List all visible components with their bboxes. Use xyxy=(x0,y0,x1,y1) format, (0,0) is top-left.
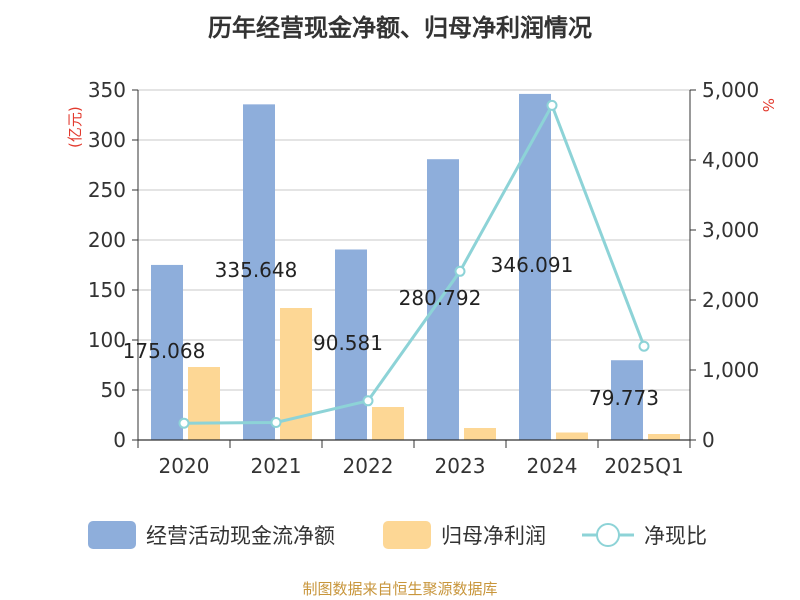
right-tick-label: 1,000 xyxy=(702,358,759,382)
left-axis-unit: (亿元) xyxy=(66,106,84,148)
data-labels: 175.068 335.648 90.581 280.792 346.091 79.773 xyxy=(123,253,659,410)
data-source-note: 制图数据来自恒生聚源数据库 xyxy=(302,580,498,598)
x-tick-label: 2020 xyxy=(159,454,210,478)
data-label: 79.773 xyxy=(589,386,659,410)
bar-operating-cashflow xyxy=(151,264,183,440)
data-label: 280.792 xyxy=(399,286,482,310)
x-tick-label: 2022 xyxy=(343,454,394,478)
legend-label: 归母净利润 xyxy=(441,524,546,548)
left-tick-label: 300 xyxy=(88,128,126,152)
left-tick-label: 350 xyxy=(88,78,126,102)
legend-swatch xyxy=(88,521,136,549)
x-tick-label: 2025Q1 xyxy=(604,454,683,478)
ratio-point xyxy=(362,395,374,407)
bar-operating-cashflow xyxy=(427,159,459,440)
x-tick-label: 2023 xyxy=(435,454,486,478)
x-tick-label: 2021 xyxy=(251,454,302,478)
right-tick-label: 4,000 xyxy=(702,148,759,172)
right-tick-label: 2,000 xyxy=(702,288,759,312)
left-tick-label: 0 xyxy=(113,428,126,452)
left-tick-label: 200 xyxy=(88,228,126,252)
bar-operating-cashflow xyxy=(611,360,643,440)
data-label: 335.648 xyxy=(215,258,298,282)
ratio-point xyxy=(178,417,190,429)
right-tick-label: 0 xyxy=(702,428,715,452)
grid-lines xyxy=(138,89,690,391)
legend-item[interactable]: 归母净利润 xyxy=(383,521,546,549)
bar-net-profit xyxy=(188,367,220,440)
bar-operating-cashflow xyxy=(519,93,551,440)
bar-net-profit xyxy=(648,434,680,440)
bar-net-profit xyxy=(464,428,496,440)
ratio-point xyxy=(454,265,466,277)
left-tick-label: 50 xyxy=(101,378,126,402)
legend-label: 经营活动现金流净额 xyxy=(146,524,335,548)
bar-net-profit xyxy=(372,407,404,440)
ratio-point xyxy=(638,340,650,352)
right-axis-unit: % xyxy=(759,98,777,112)
data-label: 346.091 xyxy=(491,253,574,277)
legend-item[interactable]: 经营活动现金流净额 xyxy=(88,521,335,549)
right-tick-label: 5,000 xyxy=(702,78,759,102)
chart-title: 历年经营现金净额、归母净利润情况 xyxy=(208,14,592,42)
ratio-point xyxy=(270,417,282,428)
right-tick-label: 3,000 xyxy=(702,218,759,242)
legend[interactable]: 经营活动现金流净额 归母净利润 净现比 xyxy=(88,521,707,549)
legend-marker xyxy=(596,523,620,547)
bar-operating-cashflow xyxy=(243,104,275,441)
left-tick-label: 250 xyxy=(88,178,126,202)
left-tick-label: 100 xyxy=(88,328,126,352)
axes: 0 50 100 150 200 250 300 350 0 1,000 2,000 3,000 4,0… xyxy=(88,78,759,478)
bar-net-profit xyxy=(556,432,588,440)
data-label: 90.581 xyxy=(313,331,383,355)
ratio-line xyxy=(178,99,650,429)
legend-label: 净现比 xyxy=(644,524,707,548)
data-label: 175.068 xyxy=(123,339,206,363)
ratio-line-path xyxy=(183,101,646,425)
ratio-point xyxy=(546,99,558,111)
left-tick-label: 150 xyxy=(88,278,126,302)
x-tick-label: 2024 xyxy=(527,454,578,478)
legend-swatch xyxy=(383,521,431,549)
legend-item[interactable]: 净现比 xyxy=(582,523,707,548)
